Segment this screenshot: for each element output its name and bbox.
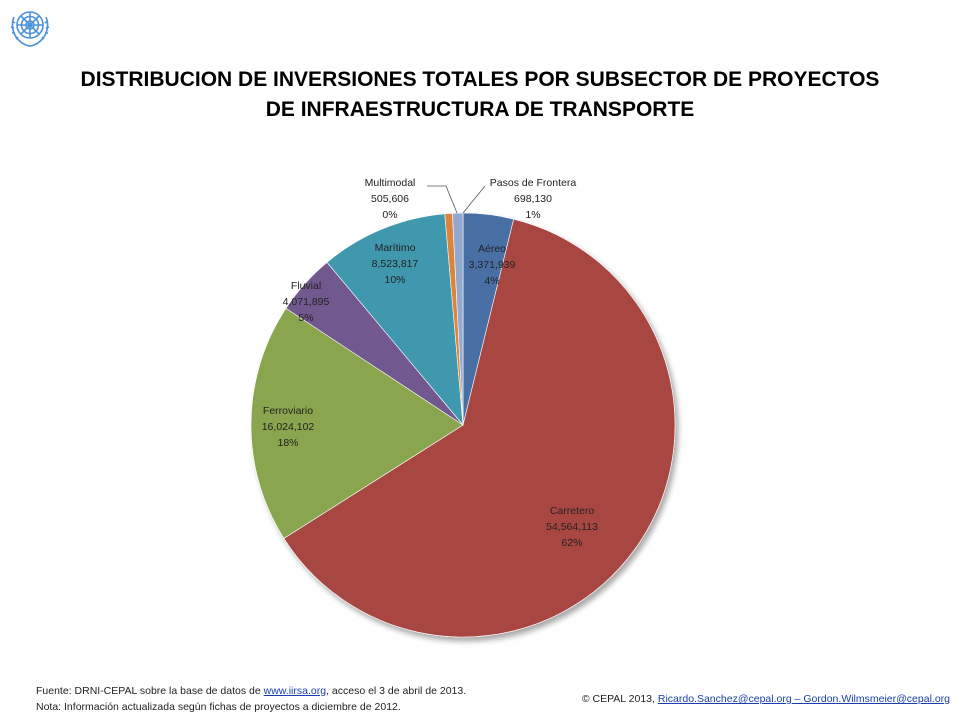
data-label-fluvial: Fluvial 4,071,895 5% (283, 280, 330, 324)
data-label-maritimo: Marítimo 8,523,817 10% (372, 242, 419, 286)
email-link-wilmsmeier[interactable]: Gordon.Wilmsmeier@cepal.org (803, 693, 950, 705)
pie-slice-maritimo (326, 213, 464, 426)
copyright-prefix: © CEPAL 2013, (581, 693, 658, 705)
leader-line-pasos-de-frontera (462, 185, 486, 214)
source-prefix: Fuente: DRNI-CEPAL sobre la base de dato… (36, 685, 264, 697)
source-suffix: , acceso el 3 de abril de 2013. (326, 685, 467, 697)
data-label-ferroviario: Ferroviario 16,024,102 18% (262, 405, 315, 449)
copyright: © CEPAL 2013, Ricardo.Sanchez@cepal.org … (582, 691, 950, 707)
footer-notes: Fuente: DRNI-CEPAL sobre la base de dato… (36, 683, 466, 715)
pie-slice-ferroviario (250, 307, 464, 539)
chart-title-line-2: DE INFRAESTRUCTURA DE TRANSPORTE (265, 98, 695, 121)
un-emblem-icon (10, 11, 50, 47)
data-label-pasos-de-frontera: Pasos de Frontera 698,130 1% (490, 177, 577, 221)
chart-title: DISTRIBUCION DE INVERSIONES TOTALES POR … (40, 65, 920, 125)
data-label-carretero: Carretero 54,564,113 62% (546, 505, 598, 549)
pie-slice-pasos-de-frontera (452, 212, 464, 426)
email-separator: – (791, 693, 804, 705)
leader-line-multimodal (427, 185, 458, 214)
data-label-multimodal: Multimodal 505,606 0% (365, 177, 416, 221)
source-line: Fuente: DRNI-CEPAL sobre la base de dato… (36, 683, 466, 699)
note-line: Nota: Información actualizada según fich… (36, 701, 401, 713)
data-label-aereo: Aéreo 3,371,939 4% (469, 243, 516, 287)
chart-title-line-1: DISTRIBUCION DE INVERSIONES TOTALES POR … (80, 68, 880, 91)
pie-slice-carretero (283, 218, 676, 638)
email-link-sanchez[interactable]: Ricardo.Sanchez@cepal.org (657, 693, 792, 705)
iirsa-link[interactable]: www.iirsa.org (263, 685, 327, 697)
